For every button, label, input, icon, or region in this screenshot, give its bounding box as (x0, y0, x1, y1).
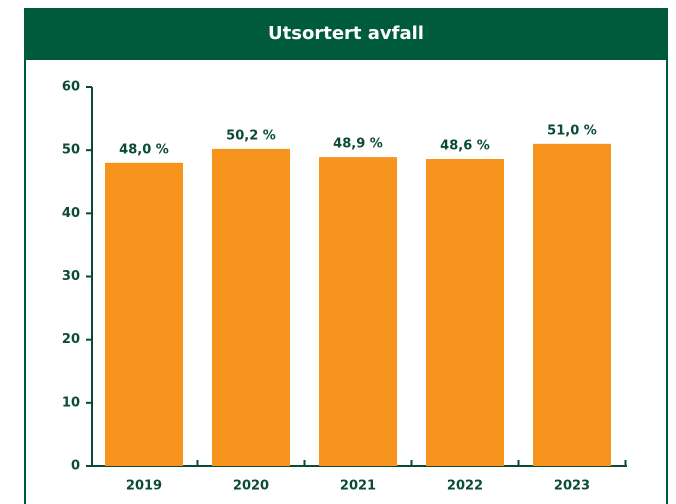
bar (319, 157, 397, 467)
x-tick-label: 2023 (554, 479, 590, 494)
y-tick-label: 10 (62, 395, 80, 410)
value-label: 48,9 % (333, 137, 383, 152)
value-label: 48,0 % (119, 142, 169, 157)
value-label: 48,6 % (440, 139, 490, 154)
y-tick-label: 0 (71, 459, 80, 474)
value-label: 51,0 % (547, 123, 597, 138)
y-tick-label: 20 (62, 332, 80, 347)
y-tick-label: 40 (62, 206, 80, 221)
x-tick-label: 2019 (126, 479, 162, 494)
bar (533, 143, 611, 466)
value-label: 50,2 % (226, 128, 276, 143)
x-tick-label: 2020 (233, 479, 269, 494)
bar (212, 148, 290, 467)
y-tick-label: 50 (62, 143, 80, 158)
header (24, 8, 668, 60)
chart-title: Utsortert avfall (268, 23, 424, 44)
y-tick-label: 60 (62, 80, 80, 95)
bar (426, 159, 504, 466)
y-tick-label: 30 (62, 269, 80, 284)
bar (105, 162, 183, 467)
x-tick-label: 2022 (447, 479, 483, 494)
x-tick-label: 2021 (340, 479, 376, 494)
